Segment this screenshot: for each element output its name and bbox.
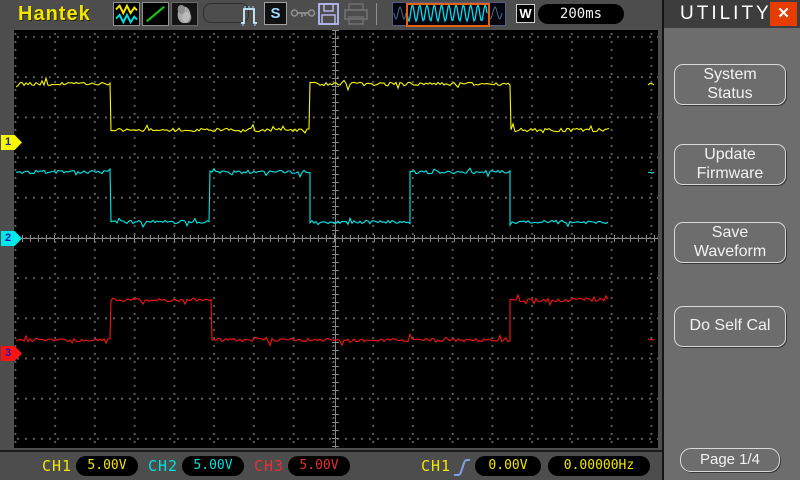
save-icon[interactable]: [317, 2, 340, 26]
keylock-icon: [290, 9, 316, 17]
scope-display: [14, 30, 658, 448]
timebase-readout: 200ms: [538, 4, 624, 24]
channel-3-ground-marker[interactable]: 3: [1, 346, 22, 361]
center-v-ticks: [332, 30, 339, 448]
page-indicator-button[interactable]: Page 1/4: [680, 448, 780, 472]
channel-2-ground-marker[interactable]: 2: [1, 231, 22, 246]
empty-slot: [203, 3, 249, 23]
brand-logo: Hantek: [18, 3, 91, 25]
cursor-line-icon[interactable]: [142, 2, 169, 26]
waveform-preview[interactable]: [392, 2, 506, 27]
utility-menu-panel: UTILITY ✕ System Status Update Firmware …: [662, 0, 800, 480]
ch1-label: CH1: [42, 457, 73, 475]
hand-icon[interactable]: [171, 2, 198, 26]
ch2-scale-readout[interactable]: 5.00V: [182, 456, 244, 476]
ch3-label: CH3: [254, 457, 285, 475]
channel-waveform-icon[interactable]: [113, 2, 140, 26]
pulse-trigger-icon[interactable]: [240, 2, 262, 28]
trigger-level-readout[interactable]: 0.00V: [475, 456, 541, 476]
menu-header: UTILITY ✕: [664, 0, 800, 28]
print-icon: [344, 3, 368, 25]
window-zone-icon[interactable]: [406, 3, 490, 27]
ch3-scale-readout[interactable]: 5.00V: [288, 456, 350, 476]
single-shot-icon[interactable]: S: [264, 2, 287, 25]
close-icon[interactable]: ✕: [770, 2, 797, 26]
trigger-rising-edge-icon: [454, 459, 470, 476]
save-waveform-button[interactable]: Save Waveform: [674, 222, 786, 263]
do-self-cal-button[interactable]: Do Self Cal: [674, 306, 786, 347]
waveform-traces: [15, 76, 655, 347]
update-firmware-button[interactable]: Update Firmware: [674, 144, 786, 185]
toolbar-divider: [376, 3, 377, 25]
ch2-label: CH2: [148, 457, 179, 475]
channel-1-ground-marker[interactable]: 1: [1, 135, 22, 150]
trigger-source-label: CH1: [421, 457, 452, 475]
system-status-button[interactable]: System Status: [674, 64, 786, 105]
ch1-scale-readout[interactable]: 5.00V: [76, 456, 138, 476]
menu-title: UTILITY: [680, 3, 772, 24]
center-v-axis: [334, 30, 336, 448]
top-toolbar: Hantek S: [0, 0, 662, 30]
window-mode-icon[interactable]: W: [516, 4, 535, 23]
waveform-area: 1 2 3: [0, 28, 662, 450]
trigger-freq-readout: 0.00000Hz: [548, 456, 650, 476]
status-bar: CH1 5.00V CH2 5.00V CH3 5.00V CH1 0.00V …: [0, 450, 662, 480]
